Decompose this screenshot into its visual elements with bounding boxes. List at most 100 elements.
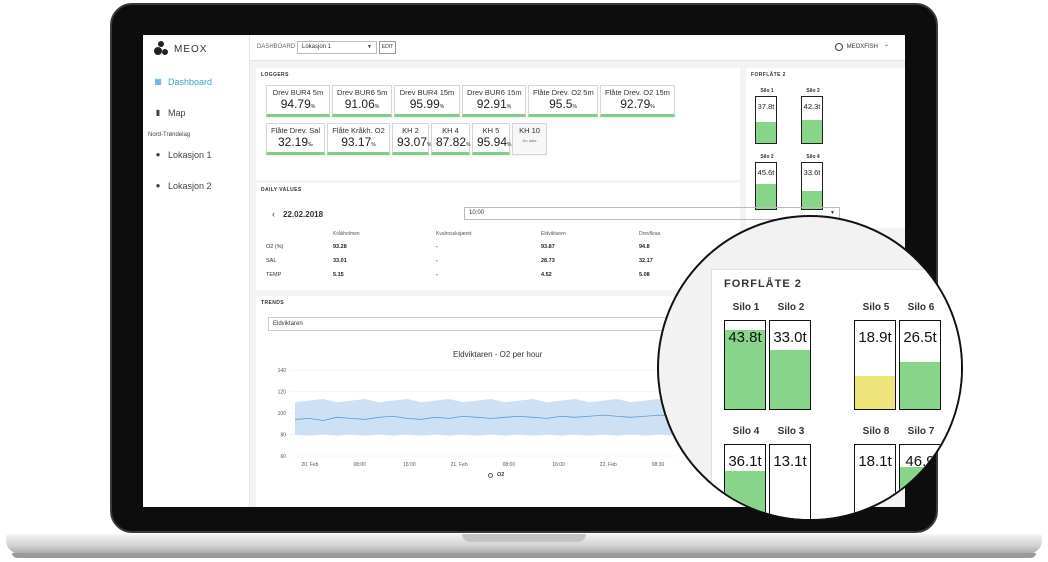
silo-value: 42.3t (803, 102, 821, 111)
silo-tube: 18.1t (854, 444, 896, 519)
silo-name: Silo 7 (907, 426, 935, 437)
time-select[interactable]: 10:00 ▼ (464, 207, 840, 220)
brand-logo[interactable]: MEOX (154, 41, 207, 57)
logger-name: Drev BUR6 15m (467, 88, 522, 97)
logger-value: 95.99% (409, 97, 445, 111)
sidebar-item-dashboard[interactable]: ▦ Dashboard (154, 77, 212, 87)
silo-value: 13.1t (773, 453, 807, 470)
sidebar-item-map[interactable]: ▮ Map (154, 108, 186, 118)
row-label: O2 (%) (266, 244, 284, 250)
magnifier-lens: FORFLÅTE 2 Silo 1 43.8t Silo 2 33.0t Silo 5 1… (657, 215, 963, 521)
silo-cell[interactable]: Silo 1 37.8t (755, 88, 779, 144)
logger-tile[interactable]: KH 5 95.94% (472, 123, 512, 155)
logger-value: 92.91% (476, 97, 512, 111)
logger-name: KH 4 (442, 126, 459, 135)
silo-cell[interactable]: Silo 5 18.9t (854, 302, 898, 410)
table-cell: - (436, 244, 438, 250)
silo-name: Silo 8 (862, 426, 890, 437)
silo-cell[interactable]: Silo 2 33.0t (769, 302, 813, 410)
table-cell: 93.87 (541, 244, 555, 250)
logger-tile[interactable]: KH 10 No data (512, 123, 547, 155)
logger-value: 93.17% (341, 135, 376, 149)
table-cell: 5.15 (333, 272, 344, 278)
logger-tile[interactable]: Flåte Drev. O2 15m 92.79% (600, 85, 675, 117)
dashboard-icon: ▦ (154, 77, 162, 86)
silo-fill (802, 120, 822, 143)
silo-cell[interactable]: Silo 1 43.8t (724, 302, 768, 410)
x-tick-label: 20. Feb (302, 462, 319, 468)
silo-cell[interactable]: Silo 4 33.6t (801, 154, 825, 210)
logger-name: KH 2 (402, 126, 419, 135)
logger-tile[interactable]: KH 2 93.07% (392, 123, 432, 155)
silo-fill (725, 329, 765, 409)
y-tick-label: 120 (278, 390, 287, 396)
logger-name: Flåte Drev. O2 5m (533, 88, 594, 97)
silo-fill (802, 190, 822, 209)
chevron-up-icon: ⌃ (883, 44, 889, 51)
silos-card: FORFLÅTE 2 Silo 1 37.8t Silo 3 42.3t Silo 2 4… (746, 68, 905, 228)
silo-fill (855, 375, 895, 409)
chart-legend[interactable]: O2 (488, 472, 504, 478)
x-tick-label: 08:30 (652, 462, 665, 468)
silo-tube: 33.0t (769, 320, 811, 410)
logger-tile[interactable]: Drev BUR4 5m 94.79% (266, 85, 330, 117)
logger-unit: % (374, 104, 380, 110)
silo-value: 33.6t (803, 168, 821, 177)
logger-tile[interactable]: Flåte Drev. O2 5m 95.5% (528, 85, 598, 117)
logger-tile[interactable]: Drev BUR6 15m 92.91% (462, 85, 526, 117)
chevron-left-icon[interactable]: ‹ (272, 209, 275, 219)
column-header: Eldviktaren (541, 231, 566, 237)
silo-fill (756, 183, 776, 209)
silos-title: FORFLÅTE 2 (751, 72, 786, 78)
laptop-foot (12, 553, 1036, 558)
logger-tile[interactable]: Flåte Drev. Sal 32.19‰ (266, 123, 325, 155)
silo-value: 43.8t (728, 329, 762, 346)
logger-tile[interactable]: KH 4 87.82% (431, 123, 470, 155)
logger-value: 94.79% (280, 97, 316, 111)
sidebar-item-lokasjon-1[interactable]: ● Lokasjon 1 (154, 150, 212, 160)
silo-cell[interactable]: Silo 2 45.6t (755, 154, 779, 210)
dashboard-label: DASHBOARD (257, 44, 296, 50)
x-tick-label: 22. Feb (600, 462, 617, 468)
x-tick-label: 08:00 (503, 462, 516, 468)
silo-fill (900, 467, 940, 519)
trends-title: TRENDS (261, 300, 284, 306)
logger-value: 32.19‰ (277, 135, 314, 149)
legend-marker-icon (488, 472, 493, 478)
table-cell: 94.8 (639, 244, 650, 250)
silo-fill (770, 350, 810, 409)
silo-cell[interactable]: Silo 6 26.5t (899, 302, 943, 410)
loggers-title: LOGGERS (261, 72, 289, 78)
silo-cell[interactable]: Silo 3 42.3t (801, 88, 825, 144)
logger-tile[interactable]: Drev BUR4 15m 95.99% (394, 85, 460, 117)
user-menu[interactable]: MEOXFISH ⌃ (834, 43, 889, 51)
logger-name: KH 5 (482, 126, 500, 135)
user-avatar-icon (834, 43, 843, 51)
column-header: Drevflesa (639, 231, 661, 237)
silo-cell[interactable]: Silo 3 13.1t (769, 426, 813, 519)
trend-location-select[interactable]: Eldviktaren (268, 317, 678, 331)
logger-tile[interactable]: Drev BUR6 5m 91.06% (332, 85, 392, 117)
silo-tube: 18.9t (854, 320, 896, 410)
edit-button[interactable]: EDIT (379, 41, 396, 54)
silo-cell[interactable]: Silo 8 18.1t (854, 426, 898, 519)
y-tick-label: 80 (280, 433, 286, 439)
logger-value: 95.94% (477, 135, 512, 149)
sidebar-item-label: Lokasjon 2 (168, 181, 212, 191)
trend-chart: 140 120 100 80 60 20. Feb 08:00 16:00 21. Feb 08:… (278, 368, 678, 468)
silo-cell[interactable]: Silo 7 46.9 (899, 426, 943, 519)
silo-fill (725, 471, 765, 519)
logger-value: 91.06% (344, 97, 380, 111)
silo-cell[interactable]: Silo 4 36.1t (724, 426, 768, 519)
lens-title: FORFLÅTE 2 (724, 278, 802, 290)
location-select[interactable]: Lokasjon 1 ▼ (297, 41, 377, 54)
x-tick-label: 08:00 (353, 462, 366, 468)
sidebar-item-lokasjon-2[interactable]: ● Lokasjon 2 (154, 181, 212, 191)
table-cell: 93.28 (333, 244, 347, 250)
region-label: Nord-Trøndelag (148, 132, 191, 138)
logger-tile[interactable]: Flåte Kråkh. O2 93.17% (327, 123, 390, 155)
table-cell: 32.17 (639, 258, 653, 264)
logger-value: 95.5% (549, 97, 577, 111)
table-cell: - (436, 272, 438, 278)
logger-value: 93.07% (397, 135, 432, 149)
